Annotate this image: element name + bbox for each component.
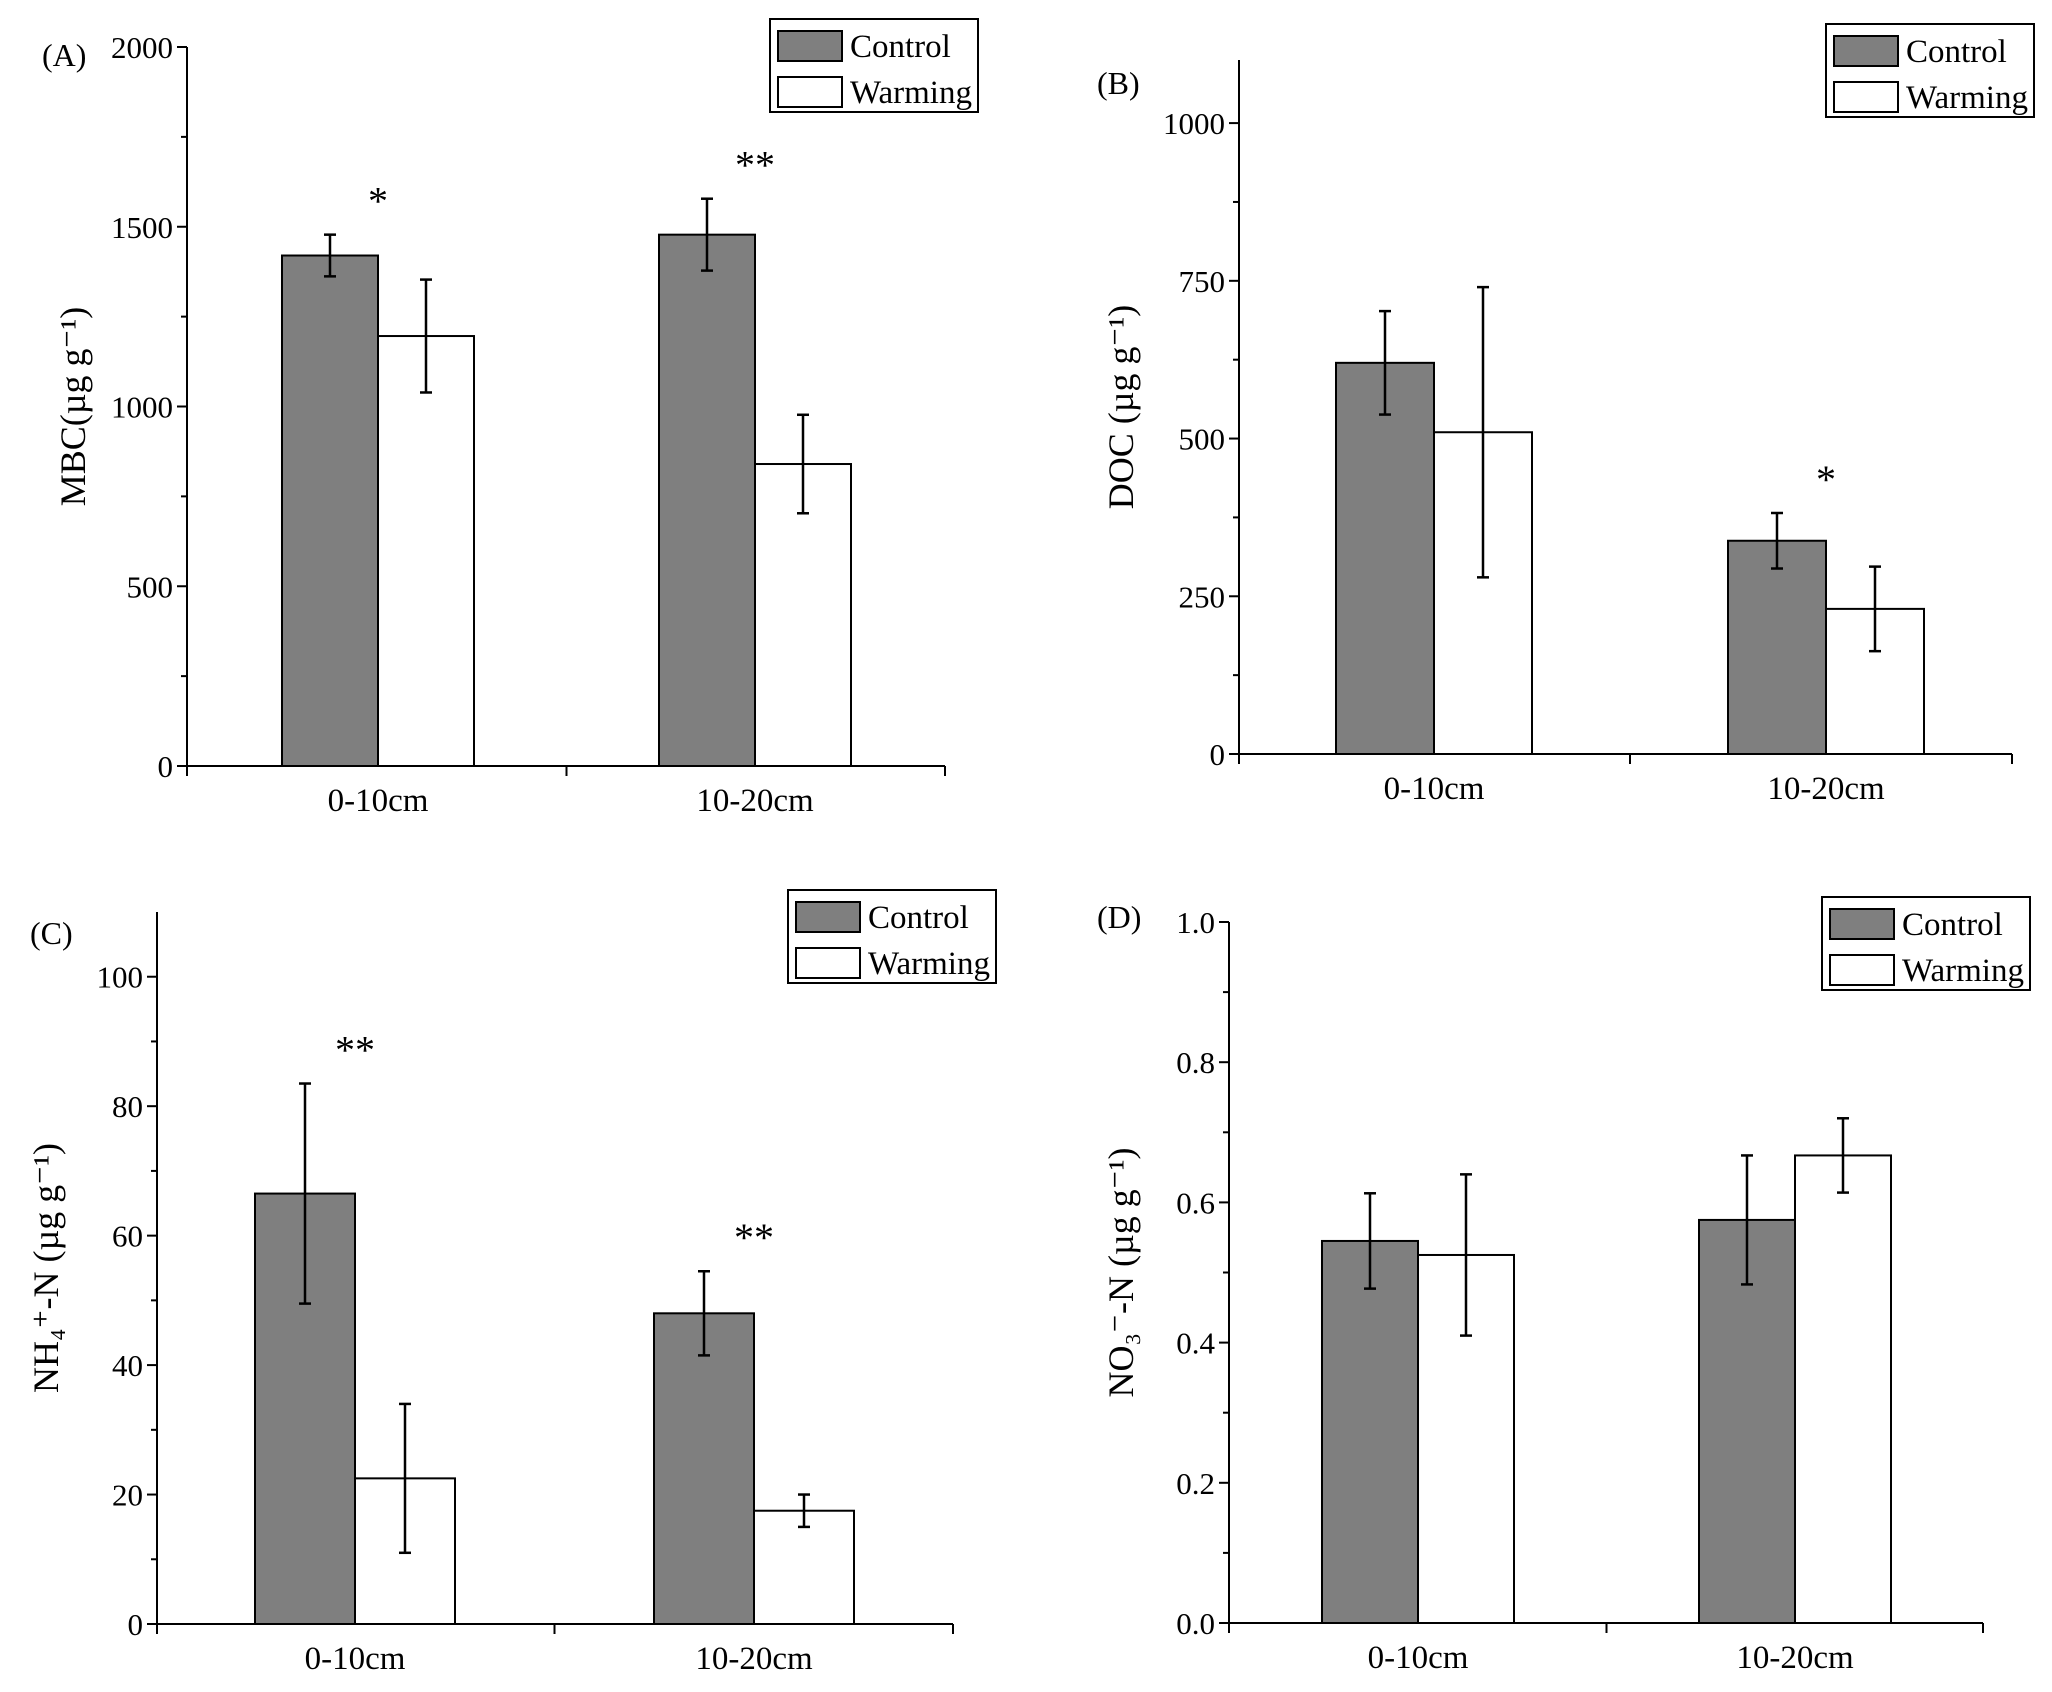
legend-swatch-control bbox=[777, 30, 843, 62]
legend-label: Warming bbox=[850, 75, 972, 111]
panel-no3: (D) NO₃⁻-N (µg g⁻¹) 0.0 0.2 0.4 0.6 0.8 1.0 0-… bbox=[1097, 896, 2031, 1676]
panel-label: (D) bbox=[1097, 899, 1141, 935]
panel-nh4: (C) NH₄⁺-N (µg g⁻¹) 0 20 40 60 80 100 0-10cm 10… bbox=[26, 889, 997, 1677]
legend-swatch-warming bbox=[1829, 954, 1895, 986]
bar-warming bbox=[377, 335, 475, 767]
y-tick-label: 1500 bbox=[111, 210, 173, 245]
error-bar bbox=[1741, 1154, 1753, 1286]
error-bar bbox=[797, 413, 809, 515]
significance-mark: * bbox=[1816, 457, 1836, 502]
error-bar bbox=[299, 1082, 311, 1305]
x-tick-label: 10-20cm bbox=[1736, 1640, 1854, 1676]
y-tick-label: 0.8 bbox=[1176, 1045, 1215, 1080]
x-tick-label: 0-10cm bbox=[1384, 771, 1485, 807]
y-tick-label: 100 bbox=[97, 960, 144, 995]
legend-label: Warming bbox=[1902, 953, 2024, 989]
y-tick-label: 0.0 bbox=[1176, 1606, 1215, 1641]
legend: Control Warming bbox=[1825, 23, 2035, 118]
y-tick-label: 1000 bbox=[1163, 106, 1225, 141]
y-axis-title: NO₃⁻-N (µg g⁻¹) bbox=[1101, 1147, 1141, 1397]
bar-control bbox=[658, 233, 756, 767]
y-tick-label: 0 bbox=[1210, 737, 1226, 772]
error-bar bbox=[1837, 1117, 1849, 1194]
error-bar bbox=[698, 1269, 710, 1357]
x-tick-label: 10-20cm bbox=[696, 783, 814, 819]
panel-label: (A) bbox=[42, 37, 86, 73]
x-tick-label: 0-10cm bbox=[305, 1641, 406, 1677]
legend: Control Warming bbox=[1821, 896, 2031, 991]
y-tick-label: 2000 bbox=[111, 30, 173, 65]
y-tick-label: 0.4 bbox=[1176, 1326, 1215, 1361]
x-tick-label: 10-20cm bbox=[1767, 771, 1885, 807]
y-tick-label: 500 bbox=[1179, 422, 1226, 457]
y-tick-label: 0.2 bbox=[1176, 1466, 1215, 1501]
y-tick-label: 0 bbox=[158, 749, 174, 784]
legend: Control Warming bbox=[787, 889, 997, 984]
panel-mbc: (A) MBC(µg g⁻¹) 0 500 1000 1500 2000 0-10cm 10… bbox=[42, 18, 979, 819]
legend: Control Warming bbox=[769, 18, 979, 113]
panel-label: (B) bbox=[1097, 65, 1140, 101]
y-axis-title: NH₄⁺-N (µg g⁻¹) bbox=[26, 1143, 66, 1393]
x-tick-label: 10-20cm bbox=[695, 1641, 813, 1677]
error-bar bbox=[1477, 285, 1489, 579]
legend-label: Control bbox=[868, 900, 969, 936]
y-axis-title: MBC(µg g⁻¹) bbox=[53, 307, 93, 507]
significance-mark: ** bbox=[735, 143, 775, 188]
significance-mark: ** bbox=[335, 1028, 375, 1073]
error-bar bbox=[798, 1493, 810, 1529]
y-tick-label: 20 bbox=[112, 1478, 143, 1513]
bar-control bbox=[1727, 539, 1827, 756]
bar-control bbox=[1335, 361, 1435, 755]
bar-warming bbox=[1794, 1154, 1892, 1624]
error-bar bbox=[1379, 309, 1391, 416]
error-bar bbox=[420, 278, 432, 394]
error-bar bbox=[399, 1402, 411, 1555]
legend-label: Control bbox=[1906, 34, 2007, 70]
y-tick-label: 1000 bbox=[111, 390, 173, 425]
error-bar bbox=[324, 233, 336, 278]
y-tick-label: 80 bbox=[112, 1089, 143, 1124]
y-tick-label: 750 bbox=[1179, 264, 1226, 299]
bar-control bbox=[653, 1312, 755, 1625]
panel-doc: (B) DOC (µg g⁻¹) 0 250 500 750 1000 0-10cm 10-… bbox=[1097, 23, 2035, 807]
bar-control bbox=[1321, 1239, 1419, 1624]
legend-label: Control bbox=[1902, 907, 2003, 943]
y-tick-label: 0 bbox=[128, 1607, 144, 1642]
legend-swatch-control bbox=[1833, 35, 1899, 67]
error-bar bbox=[1869, 565, 1881, 653]
legend-swatch-control bbox=[1829, 908, 1895, 940]
y-tick-label: 0.6 bbox=[1176, 1185, 1215, 1220]
x-tick-label: 0-10cm bbox=[1368, 1640, 1469, 1676]
significance-mark: * bbox=[368, 179, 388, 224]
legend-label: Warming bbox=[868, 946, 990, 982]
panel-label: (C) bbox=[30, 915, 73, 951]
error-bar bbox=[701, 197, 713, 272]
y-tick-label: 500 bbox=[127, 569, 174, 604]
error-bar bbox=[1771, 511, 1783, 570]
y-tick-label: 1.0 bbox=[1176, 905, 1215, 940]
bar-warming bbox=[753, 1509, 855, 1626]
legend-swatch-control bbox=[795, 901, 861, 933]
legend-label: Warming bbox=[1906, 80, 2028, 116]
x-tick-label: 0-10cm bbox=[328, 783, 429, 819]
legend-label: Control bbox=[850, 29, 951, 65]
error-bar bbox=[1364, 1192, 1376, 1290]
bar-control bbox=[1698, 1218, 1796, 1625]
significance-mark: ** bbox=[734, 1215, 774, 1260]
y-tick-label: 60 bbox=[112, 1219, 143, 1254]
y-tick-label: 250 bbox=[1179, 579, 1226, 614]
error-bar bbox=[1460, 1173, 1472, 1337]
legend-swatch-warming bbox=[795, 947, 861, 979]
y-tick-label: 40 bbox=[112, 1348, 143, 1383]
y-axis-title: DOC (µg g⁻¹) bbox=[1101, 305, 1141, 510]
bar-control bbox=[281, 254, 379, 767]
legend-swatch-warming bbox=[1833, 81, 1899, 113]
legend-swatch-warming bbox=[777, 76, 843, 108]
